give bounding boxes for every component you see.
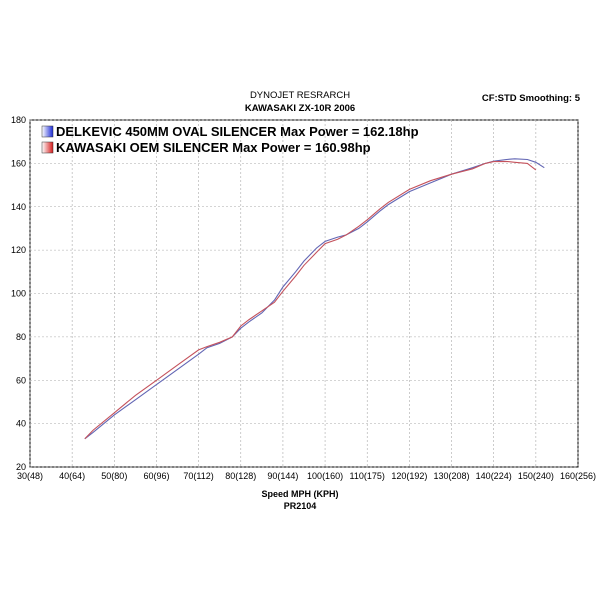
y-tick-label: 40 [16, 419, 26, 429]
legend-swatch [41, 125, 54, 138]
chart-title: DYNOJET RESRARCH [250, 90, 350, 101]
legend-label: KAWASAKI OEM SILENCER Max Power = 160.98… [56, 140, 371, 155]
x-tick-label: 70(112) [183, 471, 213, 481]
legend-label: DELKEVIC 450MM OVAL SILENCER Max Power =… [56, 124, 419, 139]
x-tick-label: 160(256) [560, 471, 596, 481]
y-tick-label: 80 [16, 332, 26, 342]
y-tick-label: 160 [11, 158, 26, 168]
series-line [84, 160, 537, 440]
x-tick-label: 130(208) [434, 471, 470, 481]
y-tick-label: 140 [11, 202, 26, 212]
y-tick-label: 100 [11, 289, 26, 299]
x-tick-label: 60(96) [143, 471, 169, 481]
chart-subtitle: KAWASAKI ZX-10R 2006 [245, 103, 355, 114]
y-tick-label: 20 [16, 462, 26, 472]
y-tick-label: 120 [11, 245, 26, 255]
x-tick-label: 140(224) [476, 471, 512, 481]
x-tick-label: 30(48) [17, 471, 43, 481]
x-tick-label: 40(64) [59, 471, 85, 481]
x-tick-label: 100(160) [307, 471, 343, 481]
x-tick-label: 50(80) [101, 471, 127, 481]
legend-swatch [41, 141, 54, 154]
y-tick-label: 60 [16, 375, 26, 385]
x-tick-label: 110(175) [350, 471, 385, 481]
annotation: CF:STD Smoothing: 5 [482, 93, 581, 104]
x-axis-label: Speed MPH (KPH) [261, 489, 338, 499]
x-tick-label: 90(144) [267, 471, 298, 481]
x-tick-label: 150(240) [518, 471, 554, 481]
footer: PR2104 [284, 501, 317, 511]
x-tick-label: 80(128) [225, 471, 256, 481]
x-tick-label: 120(192) [391, 471, 427, 481]
y-tick-label: 180 [11, 115, 26, 125]
